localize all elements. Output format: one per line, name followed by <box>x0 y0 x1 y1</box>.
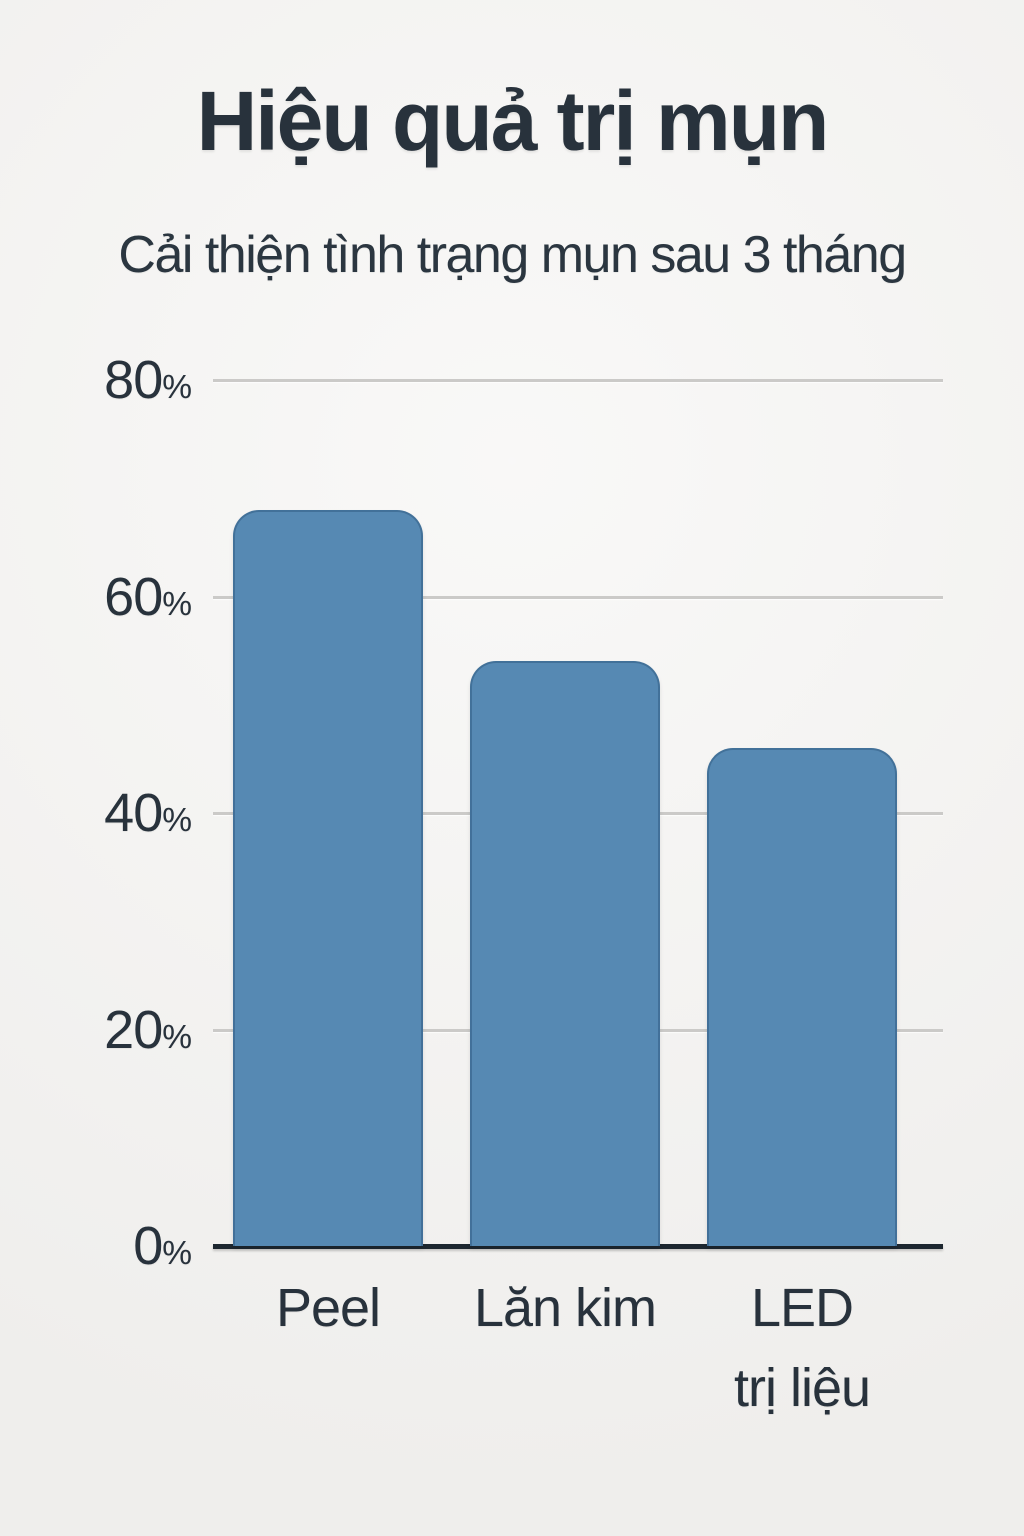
x-label-line: Lăn kim <box>473 1278 657 1338</box>
y-tick-label-20: 20% <box>30 998 192 1062</box>
gridline-60 <box>213 595 943 599</box>
y-tick-label-60: 60% <box>30 565 192 629</box>
y-tick-label-80: 80% <box>30 348 192 412</box>
chart-title: Hiệu quả trị mụn <box>196 74 830 168</box>
y-tick-unit: % <box>162 1018 192 1056</box>
bar-peel <box>233 509 423 1246</box>
y-tick-value: 80 <box>104 350 163 410</box>
x-label-line: LED <box>750 1278 854 1338</box>
x-label-led-tri-lieu: LED trị liệu <box>642 1268 962 1428</box>
bar-led-tri-lieu <box>707 748 897 1246</box>
y-tick-label-0: 0% <box>30 1214 192 1278</box>
y-tick-value: 40 <box>104 783 163 843</box>
y-tick-unit: % <box>162 802 192 839</box>
x-axis-baseline <box>213 1244 943 1249</box>
bar-lan-kim <box>470 661 660 1246</box>
chart-subtitle: Cải thiện tình trạng mụn sau 3 tháng <box>118 226 907 284</box>
y-tick-unit: % <box>162 1235 192 1272</box>
y-tick-label-40: 40% <box>30 781 192 845</box>
y-tick-unit: % <box>162 585 192 623</box>
x-label-peel: Peel <box>168 1268 488 1348</box>
x-label-lan-kim: Lăn kim <box>405 1268 725 1348</box>
x-label-line: Peel <box>275 1278 381 1338</box>
x-label-line: trị liệu <box>733 1358 871 1418</box>
gridline-80 <box>213 379 943 382</box>
y-tick-value: 60 <box>104 566 163 627</box>
y-tick-value: 20 <box>104 999 163 1060</box>
y-tick-unit: % <box>162 369 192 406</box>
y-tick-value: 0 <box>133 1216 163 1276</box>
